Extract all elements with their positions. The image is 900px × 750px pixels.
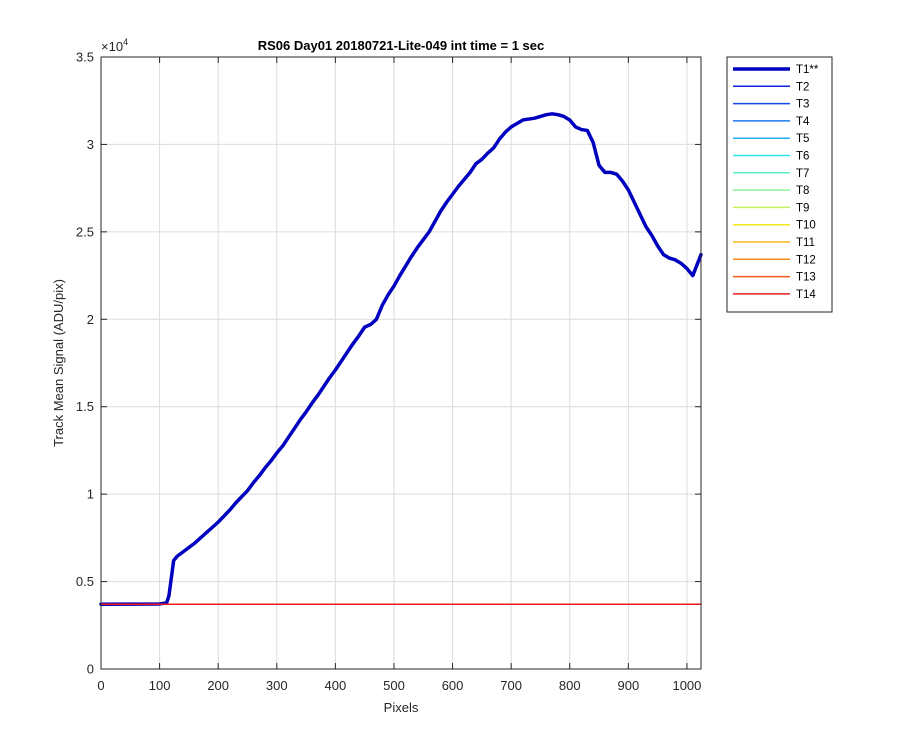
x-tick-label: 700 <box>500 678 522 693</box>
legend-label: T3 <box>796 99 809 111</box>
x-tick-label: 0 <box>97 678 104 693</box>
legend-label: T14 <box>796 289 816 301</box>
legend-label: T1** <box>796 64 819 76</box>
series-lines <box>99 112 703 607</box>
x-axis-title: Pixels <box>384 700 419 715</box>
y-tick-label: 2.5 <box>76 224 94 239</box>
legend-items: T1** T2 T3 T4 T5 T6 T7 T8 T9 T10 T11 T12 T13 T14 <box>733 64 819 301</box>
legend-label: T2 <box>796 81 809 93</box>
x-tick-label: 800 <box>559 678 581 693</box>
legend-label: T8 <box>796 185 809 197</box>
legend-label: T4 <box>796 116 810 128</box>
legend-label: T13 <box>796 272 816 284</box>
x-tick-label: 1000 <box>672 678 701 693</box>
legend-box <box>726 56 833 313</box>
y-tick-label: 0 <box>87 662 94 677</box>
x-tick-label: 400 <box>325 678 347 693</box>
plot-frame <box>100 56 702 670</box>
y-tick-label: 1 <box>87 487 94 502</box>
plot-area <box>101 57 701 669</box>
x-tick-label: 200 <box>207 678 229 693</box>
chart-title: RS06 Day01 20180721-Lite-049 int time = … <box>258 38 545 53</box>
y-tick-label: 1.5 <box>76 399 94 414</box>
x-tick-label: 100 <box>149 678 171 693</box>
x-tick-label: 900 <box>617 678 639 693</box>
legend-label: T12 <box>796 254 816 266</box>
x-tick-label: 600 <box>442 678 464 693</box>
x-tick-label: 500 <box>383 678 405 693</box>
legend-label: T9 <box>796 202 809 214</box>
y-tick-label: 3 <box>87 137 94 152</box>
y-tick-label: 2 <box>87 312 94 327</box>
x-tick-labels: 0 100 200 300 400 500 600 700 800 900 1000 <box>97 678 701 693</box>
series-line-t1 <box>99 112 703 607</box>
y-tick-label: 0.5 <box>76 574 94 589</box>
y-exponent-base: ×10 <box>101 39 123 54</box>
legend-label: T7 <box>796 168 809 180</box>
y-axis-title: Track Mean Signal (ADU/pix) <box>51 279 66 447</box>
axis-ticks <box>100 56 701 670</box>
legend-label: T10 <box>796 220 816 232</box>
grid <box>101 57 701 669</box>
legend-label: T5 <box>796 133 809 145</box>
x-tick-label: 300 <box>266 678 288 693</box>
y-exponent-power: 4 <box>123 37 128 47</box>
legend-label: T11 <box>796 237 815 249</box>
y-tick-labels: 0 0.5 1 1.5 2 2.5 3 3.5 <box>76 50 94 677</box>
legend-label: T6 <box>796 151 809 163</box>
y-exponent-label: ×104 <box>101 37 128 54</box>
y-tick-label: 3.5 <box>76 50 94 65</box>
legend: T1** T2 T3 T4 T5 T6 T7 T8 T9 T10 T11 T12 T13 T14 <box>726 56 833 313</box>
